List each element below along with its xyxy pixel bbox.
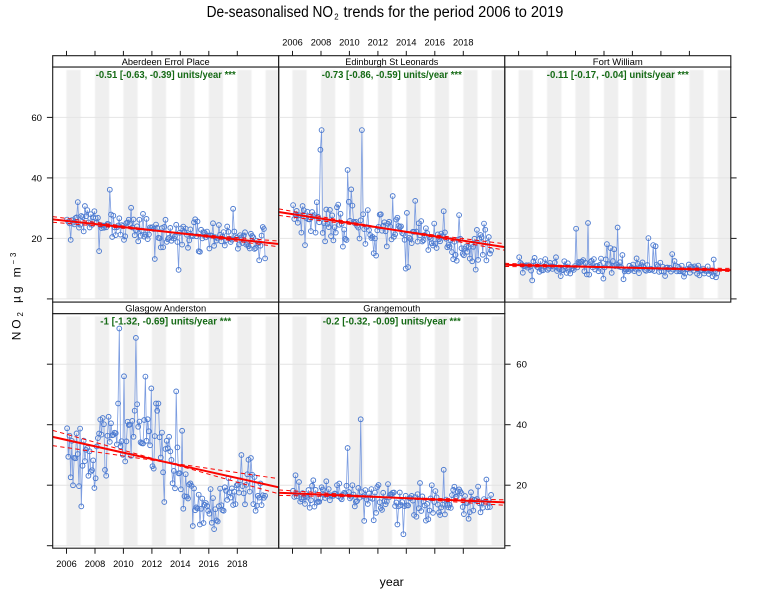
svg-text:2018: 2018 bbox=[227, 559, 248, 570]
svg-text:Grangemouth: Grangemouth bbox=[363, 303, 420, 314]
svg-text:Edinburgh St Leonards: Edinburgh St Leonards bbox=[345, 57, 438, 68]
svg-text:-1 [-1.32, -0.69] units/year *: -1 [-1.32, -0.69] units/year *** bbox=[100, 316, 231, 327]
svg-text:-0.51 [-0.63, -0.39] units/yea: -0.51 [-0.63, -0.39] units/year *** bbox=[96, 70, 236, 81]
svg-text:2016: 2016 bbox=[199, 559, 220, 570]
svg-text:2014: 2014 bbox=[170, 559, 191, 570]
svg-text:2014: 2014 bbox=[396, 38, 417, 49]
svg-text:2012: 2012 bbox=[368, 38, 389, 49]
svg-text:Aberdeen Errol Place: Aberdeen Errol Place bbox=[122, 57, 210, 68]
svg-text:Fort William: Fort William bbox=[593, 57, 643, 68]
svg-text:year: year bbox=[380, 577, 404, 589]
svg-text:40: 40 bbox=[31, 173, 42, 184]
svg-text:2016: 2016 bbox=[425, 38, 446, 49]
svg-text:2012: 2012 bbox=[142, 559, 163, 570]
svg-text:2018: 2018 bbox=[453, 38, 474, 49]
svg-text:60: 60 bbox=[516, 360, 527, 371]
svg-text:60: 60 bbox=[31, 113, 42, 124]
svg-text:-0.2 [-0.32, -0.09] units/year: -0.2 [-0.32, -0.09] units/year *** bbox=[323, 316, 461, 327]
svg-text:NO2 µg m−3: NO2 µg m−3 bbox=[9, 250, 25, 341]
svg-text:trends for the period 2006 to: trends for the period 2006 to 2019 bbox=[344, 4, 564, 21]
svg-text:40: 40 bbox=[516, 420, 527, 431]
svg-text:2006: 2006 bbox=[282, 38, 303, 49]
svg-text:2: 2 bbox=[334, 13, 338, 22]
svg-text:Glasgow Anderston: Glasgow Anderston bbox=[125, 303, 206, 314]
svg-text:-0.11 [-0.17, -0.04] units/yea: -0.11 [-0.17, -0.04] units/year *** bbox=[547, 70, 689, 81]
svg-text:2010: 2010 bbox=[339, 38, 360, 49]
svg-text:2010: 2010 bbox=[113, 559, 134, 570]
svg-text:20: 20 bbox=[516, 481, 527, 492]
svg-text:-0.73 [-0.86, -0.59] units/yea: -0.73 [-0.86, -0.59] units/year *** bbox=[322, 70, 462, 81]
svg-text:De-seasonalised NO: De-seasonalised NO bbox=[207, 4, 334, 21]
svg-text:20: 20 bbox=[31, 234, 42, 245]
svg-text:2006: 2006 bbox=[56, 559, 77, 570]
svg-text:2008: 2008 bbox=[85, 559, 106, 570]
svg-text:2008: 2008 bbox=[311, 38, 332, 49]
